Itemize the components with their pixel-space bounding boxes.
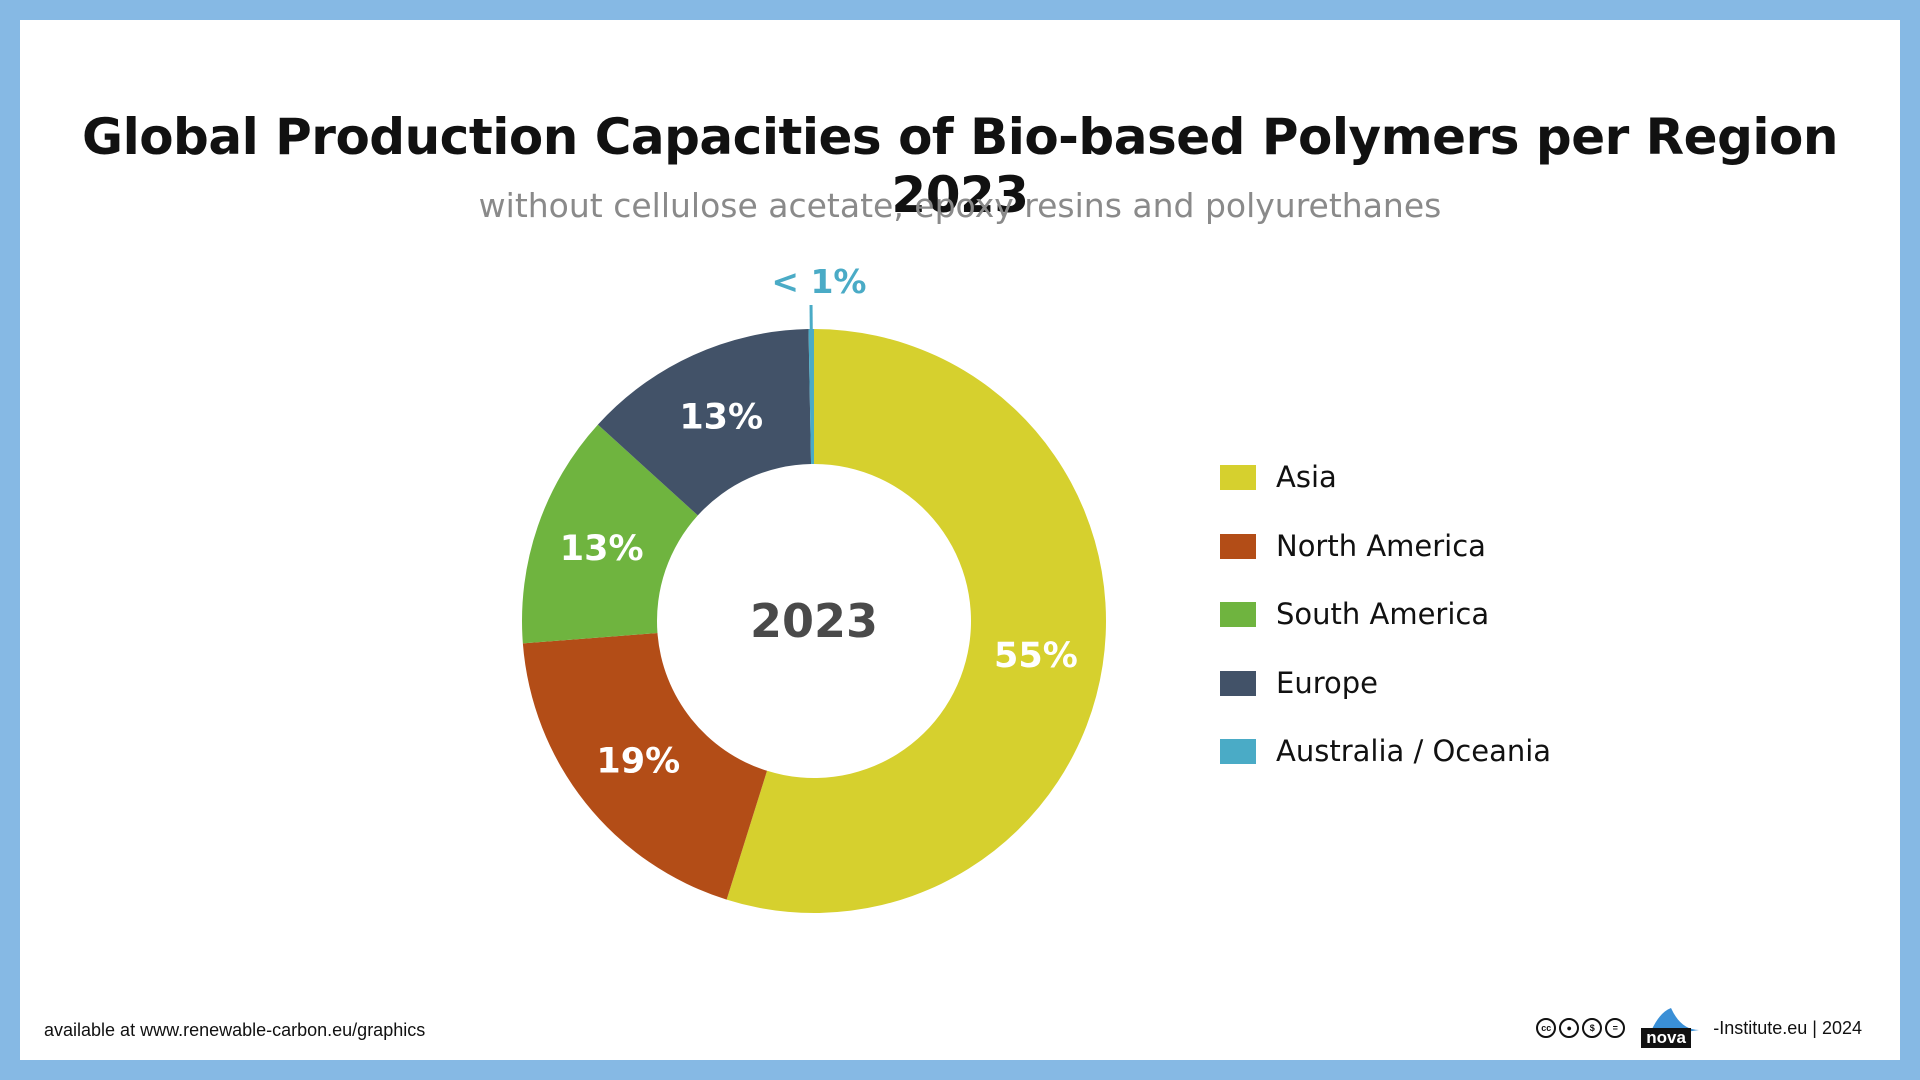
nc-icon: $ [1582, 1018, 1603, 1038]
donut-chart: 55% 19% 13% 13% < 1% 2023 [522, 262, 1106, 913]
source-note: available at www.renewable-carbon.eu/gra… [44, 1020, 426, 1040]
legend-swatch [1220, 465, 1256, 490]
by-icon: ● [1559, 1018, 1580, 1038]
donut-slice-asia [726, 329, 1106, 913]
cc-icon: cc [1536, 1018, 1557, 1038]
legend-swatch [1220, 602, 1256, 627]
nd-icon: = [1605, 1018, 1626, 1038]
legend-label: Australia / Oceania [1276, 734, 1552, 768]
chart-title: Global Production Capacities of Bio-base… [82, 108, 1838, 224]
legend-label: North America [1276, 528, 1486, 563]
slice-value-label: 19% [596, 742, 680, 782]
slice-value-label: 55% [994, 636, 1078, 676]
legend-label: Asia [1276, 460, 1337, 494]
chart-subtitle: without cellulose acetate, epoxy resins … [478, 186, 1442, 225]
slice-value-label: 13% [679, 398, 763, 438]
legend-swatch [1220, 739, 1256, 764]
legend-swatch [1220, 533, 1256, 559]
donut-slice-north-america [522, 633, 768, 900]
slice-value-label: 13% [560, 529, 644, 569]
donut-slice-south-america [522, 424, 698, 644]
slice-value-label: < 1% [771, 262, 866, 301]
license-icons: cc ● $ = [1536, 1018, 1626, 1038]
nova-logo: nova [1637, 1008, 1707, 1048]
legend-label: South America [1276, 597, 1490, 631]
credit-text: -Institute.eu | 2024 [1713, 1017, 1862, 1038]
chart-frame: Global Production Capacities of Bio-base… [20, 20, 1900, 1060]
legend-label: Europe [1276, 665, 1378, 700]
donut-slice-europe [597, 329, 812, 516]
nova-wordmark: nova [1641, 1028, 1691, 1048]
legend-swatch [1220, 670, 1256, 696]
footer-credit: cc ● $ = nova -Institute.eu | 2024 [1536, 1008, 1862, 1048]
donut-center-label: 2023 [750, 594, 878, 648]
donut-slice-australia-oceania [808, 329, 814, 465]
